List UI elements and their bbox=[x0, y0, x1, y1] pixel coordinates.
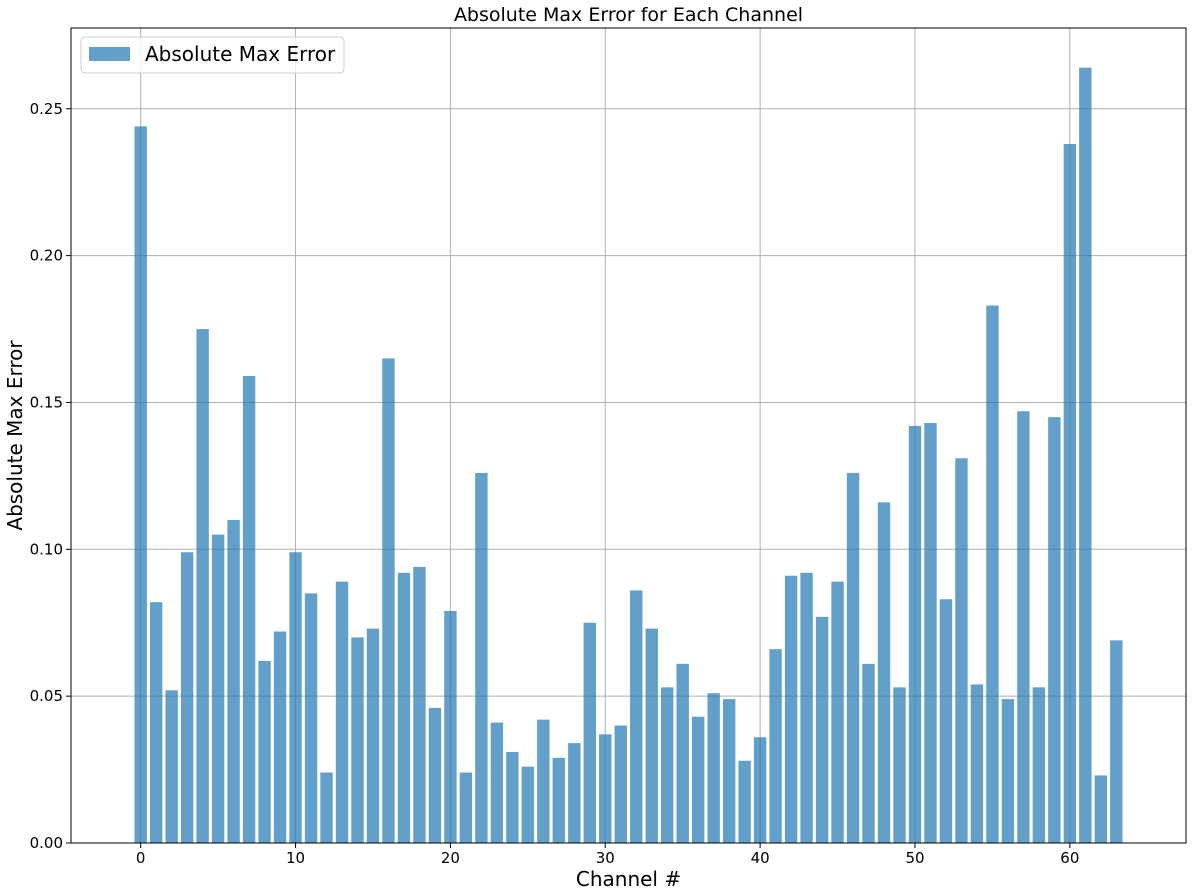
x-axis-ticks: 0 10 20 30 40 50 60 bbox=[136, 843, 1079, 867]
bar-channel-20 bbox=[444, 610, 457, 843]
bar-channel-18 bbox=[413, 566, 426, 843]
bar-channel-31 bbox=[614, 725, 627, 843]
bar-channel-54 bbox=[970, 684, 984, 843]
bar-channel-62 bbox=[1094, 775, 1108, 843]
bar-channel-47 bbox=[862, 663, 875, 843]
bar-channel-16 bbox=[382, 358, 395, 843]
legend-swatch bbox=[89, 47, 130, 61]
bar-channel-23 bbox=[490, 722, 504, 843]
bar-channel-29 bbox=[583, 622, 596, 843]
bar-channel-56 bbox=[1001, 699, 1015, 843]
bar-channel-25 bbox=[521, 766, 535, 843]
bar-channel-45 bbox=[831, 581, 844, 843]
x-axis-title: Channel # bbox=[576, 867, 681, 891]
bar-channel-42 bbox=[784, 575, 798, 843]
bar-channel-22 bbox=[475, 472, 488, 843]
bar-channel-14 bbox=[351, 637, 364, 843]
bar-channel-59 bbox=[1048, 417, 1061, 843]
bar-channel-17 bbox=[397, 572, 411, 843]
x-tick-label: 20 bbox=[441, 849, 460, 867]
bar-channel-55 bbox=[986, 305, 999, 843]
bar-channel-34 bbox=[661, 687, 674, 843]
bar-channel-35 bbox=[676, 663, 689, 843]
bar-channel-6 bbox=[227, 519, 240, 843]
x-tick-label: 50 bbox=[905, 849, 924, 867]
bar-channel-12 bbox=[320, 772, 333, 843]
bar-channel-7 bbox=[242, 376, 256, 843]
legend: Absolute Max Error bbox=[80, 36, 345, 74]
bar-channel-9 bbox=[273, 631, 287, 843]
bars-layer bbox=[134, 67, 1123, 844]
plot-frame bbox=[70, 27, 1187, 844]
bar-channel-13 bbox=[335, 581, 349, 843]
bar-channel-21 bbox=[459, 772, 473, 843]
bar-channel-5 bbox=[211, 534, 225, 843]
bar-channel-10 bbox=[289, 552, 302, 843]
bar-channel-26 bbox=[537, 719, 550, 843]
bar-channel-38 bbox=[722, 699, 736, 843]
bar-channel-46 bbox=[846, 472, 860, 843]
bar-channel-28 bbox=[568, 743, 581, 843]
x-tick-label: 40 bbox=[751, 849, 770, 867]
bar-channel-24 bbox=[506, 751, 519, 843]
bar-channel-11 bbox=[304, 593, 318, 843]
chart-title: Absolute Max Error for Each Channel bbox=[454, 4, 803, 26]
bar-channel-41 bbox=[769, 649, 782, 843]
bar-channel-61 bbox=[1079, 67, 1092, 843]
legend-label: Absolute Max Error bbox=[145, 42, 336, 66]
y-tick-label: 0.00 bbox=[30, 834, 63, 852]
bar-channel-2 bbox=[165, 690, 178, 843]
bar-channel-19 bbox=[428, 707, 442, 843]
bar-channel-60 bbox=[1063, 144, 1077, 843]
y-tick-label: 0.15 bbox=[30, 393, 63, 411]
bar-channel-36 bbox=[691, 716, 705, 843]
bar-channel-27 bbox=[552, 757, 566, 843]
bar-channel-48 bbox=[877, 502, 891, 843]
y-tick-label: 0.10 bbox=[30, 540, 63, 558]
bar-channel-32 bbox=[630, 590, 643, 843]
y-axis-title: Absolute Max Error bbox=[3, 340, 27, 531]
x-tick-label: 0 bbox=[136, 849, 146, 867]
bar-channel-50 bbox=[908, 425, 922, 843]
bar-channel-49 bbox=[893, 687, 906, 843]
bar-channel-58 bbox=[1032, 687, 1046, 843]
bar-channel-53 bbox=[955, 458, 968, 843]
bar-channel-30 bbox=[599, 734, 612, 843]
bar-channel-63 bbox=[1110, 640, 1123, 843]
bar-channel-51 bbox=[924, 423, 937, 843]
bar-channel-40 bbox=[753, 737, 767, 843]
legend-box bbox=[80, 36, 345, 74]
bar-channel-3 bbox=[180, 552, 194, 843]
x-tick-label: 60 bbox=[1060, 849, 1079, 867]
bar-channel-33 bbox=[645, 628, 658, 843]
bar-channel-1 bbox=[149, 602, 163, 843]
bar-channel-57 bbox=[1017, 411, 1030, 843]
bar-channel-37 bbox=[707, 693, 720, 843]
y-tick-label: 0.20 bbox=[30, 247, 63, 265]
x-tick-label: 30 bbox=[596, 849, 615, 867]
bar-channel-4 bbox=[196, 329, 209, 844]
y-axis-ticks: 0.00 0.05 0.10 0.15 0.20 0.25 bbox=[30, 100, 71, 852]
bar-channel-52 bbox=[939, 599, 953, 843]
bar-channel-15 bbox=[366, 628, 380, 843]
x-tick-label: 10 bbox=[286, 849, 305, 867]
bar-channel-8 bbox=[258, 660, 271, 843]
y-tick-label: 0.05 bbox=[30, 687, 63, 705]
bar-channel-44 bbox=[815, 616, 829, 843]
y-tick-label: 0.25 bbox=[30, 100, 63, 118]
bar-channel-0 bbox=[134, 126, 147, 843]
bar-channel-43 bbox=[800, 572, 813, 843]
bar-channel-39 bbox=[738, 760, 751, 843]
